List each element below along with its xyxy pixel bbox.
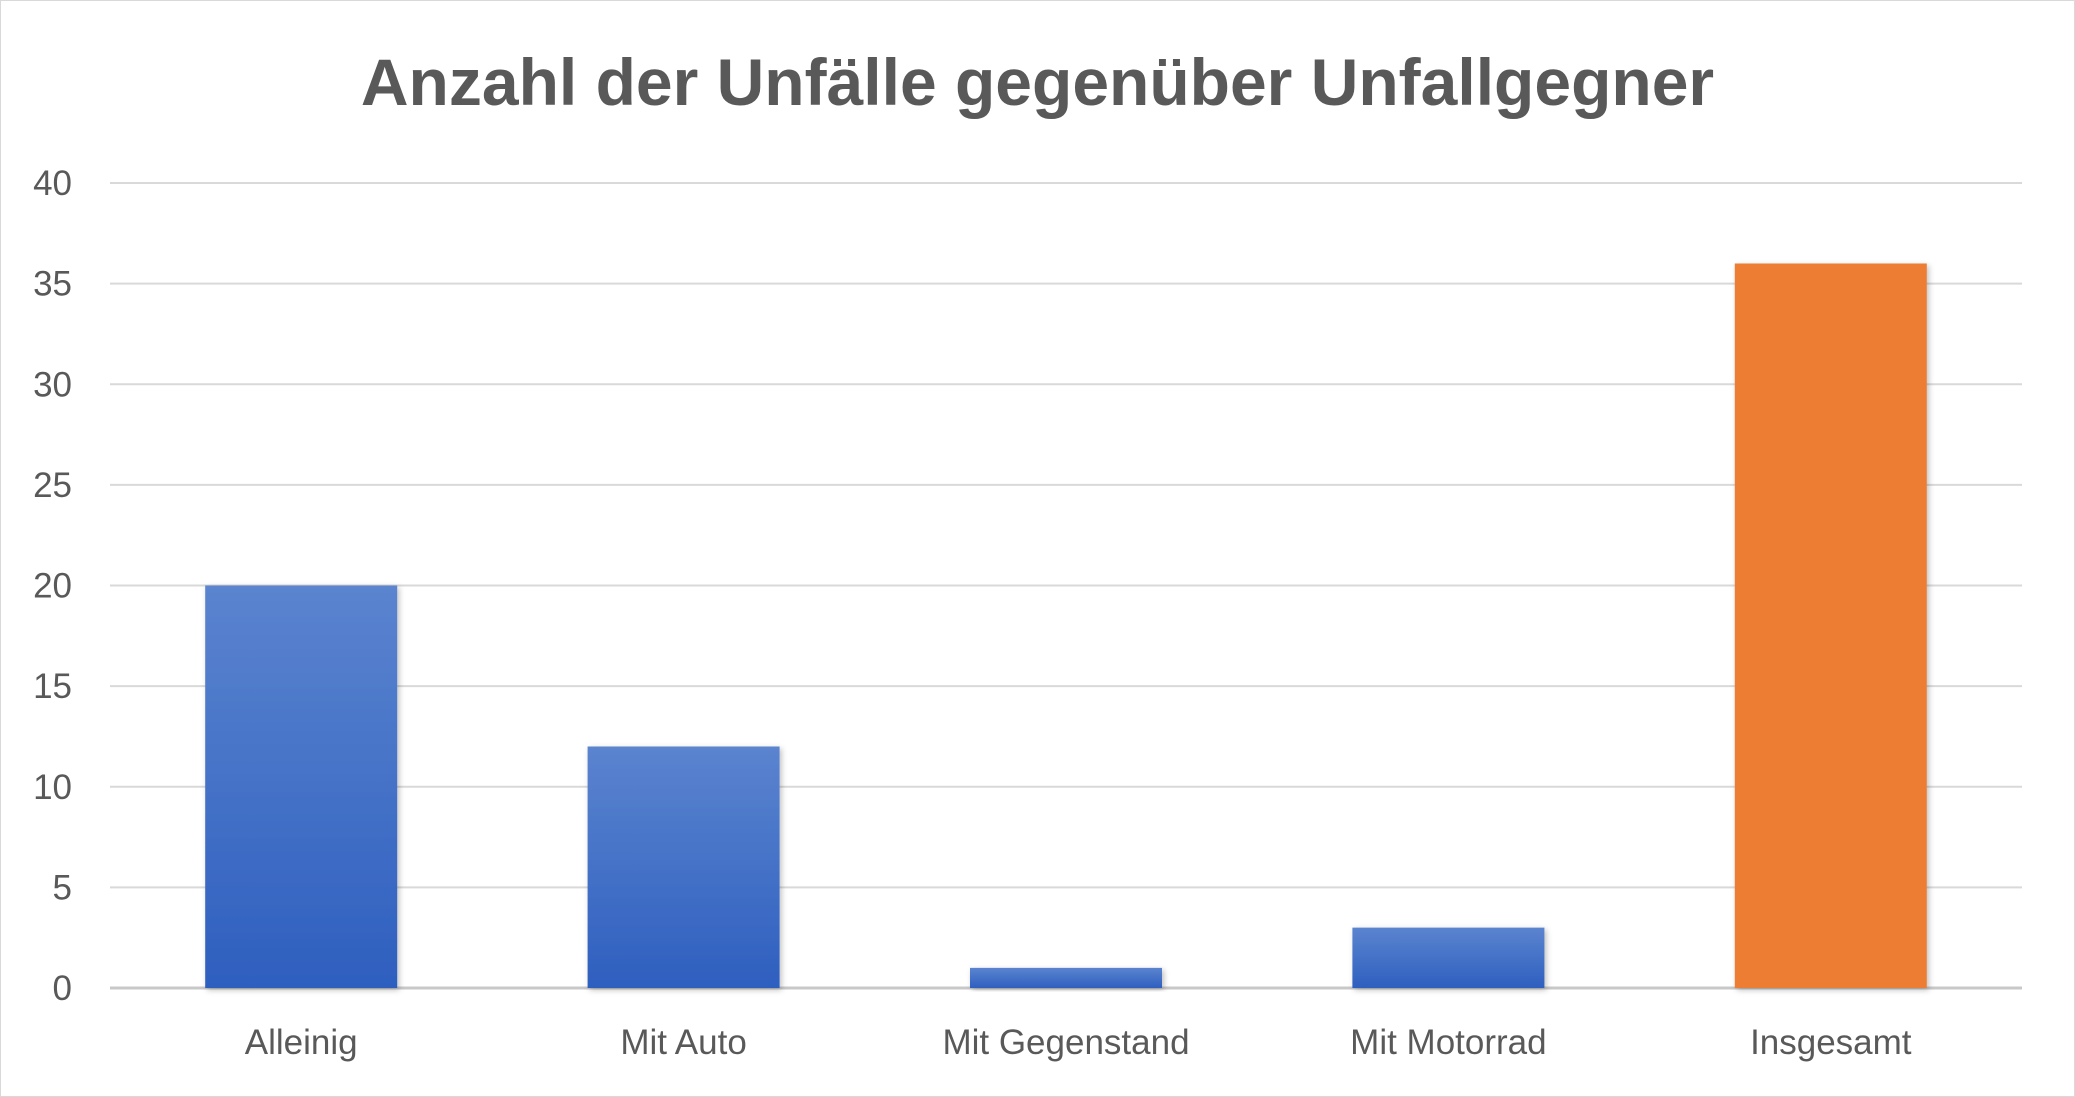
y-tick-label: 5 xyxy=(53,868,72,907)
x-tick-label: Alleinig xyxy=(245,1023,358,1062)
y-tick-label: 10 xyxy=(33,768,72,807)
x-axis-ticks: Alleinig Mit Auto Mit Gegenstand Mit Motorr… xyxy=(245,1023,1912,1062)
x-tick-label: Insgesamt xyxy=(1750,1023,1912,1062)
chart-title: Anzahl der Unfälle gegenüber Unfallgegne… xyxy=(360,45,1715,119)
y-tick-label: 35 xyxy=(33,265,72,304)
bar-mit-auto xyxy=(587,746,780,988)
y-tick-label: 40 xyxy=(33,164,72,203)
gridlines xyxy=(110,182,2022,990)
x-tick-label: Mit Auto xyxy=(620,1023,746,1062)
y-tick-label: 0 xyxy=(53,969,72,1008)
y-tick-label: 15 xyxy=(33,667,72,706)
bar-alleinig xyxy=(205,585,398,988)
bar-mit-gegenstand xyxy=(970,967,1162,988)
bar-mit-motorrad xyxy=(1352,927,1545,988)
y-tick-label: 30 xyxy=(33,365,72,404)
y-tick-label: 20 xyxy=(33,567,72,606)
y-tick-label: 25 xyxy=(33,466,72,505)
bars xyxy=(205,263,1927,988)
y-axis-ticks: 0 5 10 15 20 25 30 35 40 xyxy=(33,164,72,1008)
bar-insgesamt xyxy=(1734,263,1927,988)
x-tick-label: Mit Gegenstand xyxy=(942,1023,1189,1062)
x-tick-label: Mit Motorrad xyxy=(1350,1023,1546,1062)
